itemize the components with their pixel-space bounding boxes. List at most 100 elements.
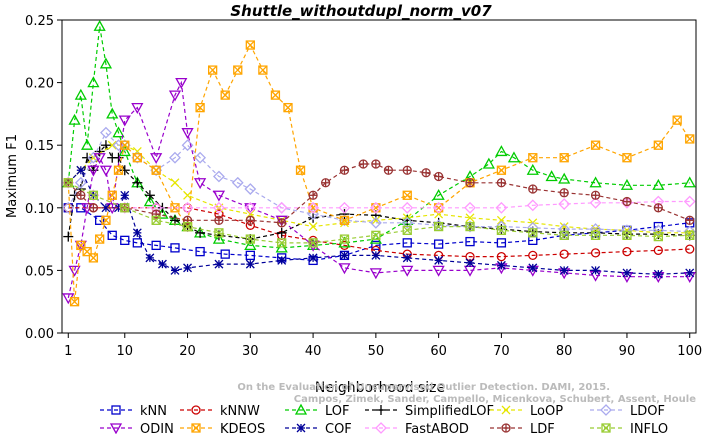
data-point	[195, 246, 205, 257]
series-odin	[62, 77, 696, 305]
data-point	[496, 260, 506, 270]
data-point	[150, 153, 163, 165]
legend-marker	[376, 405, 386, 415]
legend-label: FastABOD	[405, 422, 469, 434]
data-point	[295, 165, 306, 175]
data-point	[106, 107, 119, 119]
legend-label: INFLO	[630, 422, 668, 434]
data-point	[181, 201, 194, 214]
legend-item-inflo: INFLO	[590, 422, 668, 434]
data-point	[401, 265, 414, 277]
data-point	[401, 216, 414, 229]
watermark-line-2: On the Evaluation of Unsupervised Outlie…	[237, 382, 610, 393]
data-point	[685, 215, 695, 225]
data-point	[95, 215, 105, 225]
data-point	[590, 230, 601, 240]
data-point	[277, 255, 287, 265]
legend-item-ldf: LDF	[490, 422, 555, 434]
data-point	[132, 153, 142, 163]
data-point	[88, 253, 99, 263]
data-point	[526, 199, 539, 212]
data-point	[181, 128, 194, 140]
legend: kNN kNNW LOF SimplifiedLOF LoOP LDOF ODIN KDEOS…	[100, 403, 668, 434]
data-point	[212, 190, 226, 202]
data-point	[151, 165, 161, 175]
series-line-loop	[67, 144, 690, 234]
data-point	[120, 203, 130, 213]
data-point	[652, 178, 665, 190]
data-point	[170, 243, 180, 253]
data-point	[277, 238, 287, 248]
data-point	[308, 212, 319, 223]
data-point	[212, 232, 226, 244]
data-point	[496, 225, 507, 235]
data-point	[131, 151, 144, 164]
data-point	[195, 102, 205, 113]
data-point	[76, 165, 86, 175]
x-axis-label: Neighborhood size	[315, 380, 445, 396]
data-point	[340, 250, 349, 260]
data-point	[307, 201, 320, 214]
data-point	[528, 250, 538, 261]
data-point	[465, 178, 475, 188]
axes: 1 10 20 30 40 50 60 70 80 90 100 0.00 0.05 0.10 0.15 0.…	[25, 14, 702, 359]
legend-label: LoOP	[530, 404, 563, 419]
data-point	[339, 165, 350, 175]
data-point	[82, 152, 93, 163]
data-point	[62, 201, 75, 214]
data-point	[402, 225, 412, 235]
y-tick-label: 0.20	[25, 77, 54, 92]
data-point	[118, 115, 131, 127]
data-point	[683, 176, 696, 188]
data-point	[231, 176, 244, 189]
data-point	[559, 188, 569, 198]
data-point	[213, 201, 225, 214]
series-kdeos	[63, 40, 695, 307]
data-point	[275, 201, 288, 214]
data-point	[107, 140, 117, 150]
legend-marker	[600, 404, 612, 416]
data-point	[672, 115, 682, 125]
x-tick-label: 60	[430, 344, 447, 359]
data-point	[107, 230, 117, 240]
data-point	[402, 238, 412, 248]
series-line-simplifiedlof	[67, 144, 690, 240]
legend-item-knn: kNN	[100, 404, 167, 419]
data-point	[402, 253, 412, 263]
data-point	[653, 231, 663, 242]
data-point	[402, 165, 412, 175]
data-point	[101, 215, 111, 225]
legend-marker	[296, 423, 306, 433]
data-point	[270, 90, 281, 100]
data-point	[113, 165, 124, 175]
data-point	[245, 40, 255, 50]
legend-marker	[191, 405, 201, 415]
legend-item-odin: ODIN	[100, 422, 174, 434]
data-point	[653, 203, 663, 213]
data-point	[320, 178, 331, 188]
data-point	[87, 151, 100, 164]
data-point	[120, 140, 130, 150]
legend-marker	[294, 403, 308, 415]
data-point	[81, 138, 94, 150]
data-point	[507, 151, 521, 163]
data-point	[495, 201, 508, 214]
data-point	[100, 140, 111, 151]
data-point	[182, 221, 193, 232]
data-point	[465, 258, 475, 268]
x-tick-label: 20	[179, 344, 196, 359]
data-point	[685, 134, 695, 144]
data-point	[465, 213, 475, 223]
data-point	[283, 102, 293, 113]
legend-marker	[109, 423, 123, 434]
data-point	[589, 223, 602, 236]
y-axis-label: Maximum F1	[5, 134, 20, 218]
data-point	[338, 214, 351, 227]
data-point	[464, 220, 476, 233]
data-point	[100, 126, 112, 139]
data-point	[433, 221, 444, 232]
legend-item-ldof: LDOF	[590, 404, 665, 419]
data-point	[652, 224, 665, 237]
data-point	[277, 218, 287, 228]
legend-marker	[501, 405, 511, 415]
